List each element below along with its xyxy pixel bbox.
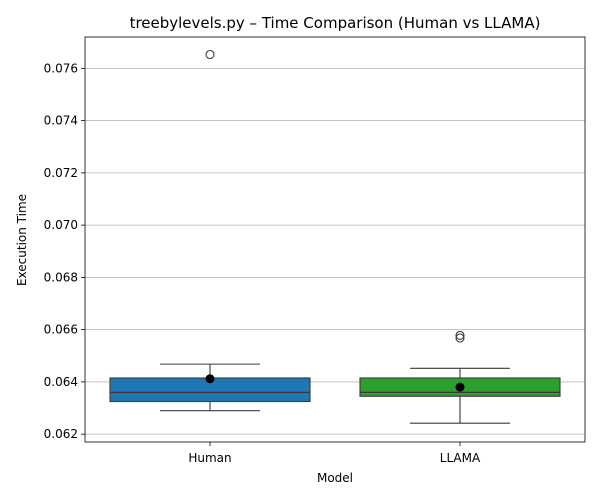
y-axis: 0.062 0.064 0.066 0.068 0.070 0.072 0.074 0.076 xyxy=(44,61,85,441)
y-tick-label: 0.074 xyxy=(44,114,78,128)
boxes xyxy=(109,49,561,424)
y-tick-label: 0.062 xyxy=(44,427,78,441)
y-tick-label: 0.064 xyxy=(44,375,78,389)
y-axis-label: Execution Time xyxy=(15,194,29,286)
x-axis: Human LLAMA xyxy=(188,442,481,465)
x-tick-label: Human xyxy=(188,451,231,465)
y-tick-label: 0.066 xyxy=(44,323,78,337)
outlier-point xyxy=(455,333,465,343)
box-llama xyxy=(359,330,561,424)
y-tick-label: 0.076 xyxy=(44,61,78,75)
plot-area-frame xyxy=(84,36,586,443)
y-tick-label: 0.072 xyxy=(44,166,78,180)
x-axis-label: Model xyxy=(317,471,353,485)
box-human xyxy=(109,49,311,412)
y-tick-label: 0.068 xyxy=(44,270,78,284)
x-tick-label: LLAMA xyxy=(440,451,481,465)
mean-marker xyxy=(455,382,465,392)
mean-marker xyxy=(205,374,215,384)
outlier-point xyxy=(455,330,465,340)
chart-title: treebylevels.py – Time Comparison (Human… xyxy=(130,14,541,32)
y-tick-label: 0.070 xyxy=(44,218,78,232)
outlier-point xyxy=(205,49,215,60)
